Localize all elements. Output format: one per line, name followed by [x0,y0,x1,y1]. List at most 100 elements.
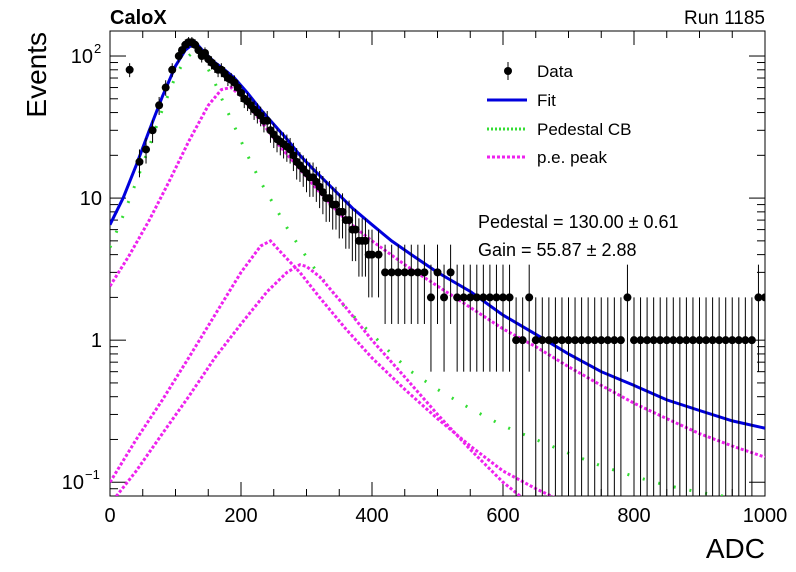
data-point [426,293,435,302]
data-point [610,336,619,345]
data-point [472,293,481,302]
legend: Data Fit Pedestal CB p.e. peak [487,62,632,167]
legend-data-marker [504,67,512,75]
data-point [318,188,327,197]
data-points [125,37,765,496]
data-point [695,336,704,345]
x-tick-label: 800 [617,505,650,527]
x-tick-label: 0 [104,505,115,527]
data-point [505,293,514,302]
data-point [368,250,376,259]
data-point [479,293,488,302]
x-tick-label: 1000 [743,505,788,527]
data-point [407,268,416,277]
y-tick-label: 10 [62,472,84,494]
pe-peak-curve-2 [110,239,555,496]
data-point [518,336,527,345]
data-point [345,216,354,225]
data-point [446,268,455,277]
data-point [590,336,599,345]
data-point [747,336,756,345]
data-point [413,268,422,277]
data-point [492,293,501,302]
data-point [361,236,370,245]
data-point [721,336,730,345]
data-point [669,336,678,345]
y-tick-exponent: 2 [94,41,101,56]
data-point [538,336,547,345]
header-right-label: Run 1185 [684,8,765,29]
data-point [286,145,295,154]
data-point [161,83,170,92]
data-point [289,151,298,160]
y-tick-label: 1 [91,330,102,352]
data-point [237,88,245,97]
data-point [603,336,612,345]
legend-label-pedestal: Pedestal CB [537,120,632,139]
data-point [616,336,625,345]
data-point [688,336,697,345]
data-point [564,336,573,345]
gain-annotation: Gain = 55.87 ± 2.88 [478,240,637,260]
data-point [155,101,164,110]
data-point [387,268,396,277]
legend-entry-pe-peak: p.e. peak [487,148,607,167]
data-point [381,268,390,277]
data-point [662,336,671,345]
data-point [702,336,711,345]
data-point [728,336,737,345]
x-axis-title: ADC [706,533,765,564]
data-point [643,336,652,345]
data-point [512,336,521,345]
data-point [148,126,157,135]
data-point [761,293,765,302]
data-point [623,293,632,302]
data-point [499,293,507,302]
data-point [394,268,403,277]
data-point [630,336,638,345]
data-point [571,336,580,345]
data-point [485,293,494,302]
data-point [754,293,763,302]
data-point [597,336,606,345]
x-tick-label: 200 [224,505,257,527]
data-point [263,116,272,125]
data-point [331,200,340,209]
data-point [734,336,743,345]
data-point [656,336,665,345]
data-point [584,336,593,345]
data-point [374,250,383,259]
data-point [400,268,409,277]
data-point [675,336,684,345]
data-point [142,145,151,154]
data-point [200,49,209,58]
data-point [557,336,566,345]
data-point [636,336,645,345]
x-tick-label: 400 [355,505,388,527]
data-point [682,336,691,345]
data-point [649,336,658,345]
legend-label-pe-peak: p.e. peak [537,148,607,167]
data-point [453,293,462,302]
data-point [551,336,560,345]
data-point [433,268,442,277]
pedestal-annotation: Pedestal = 130.00 ± 0.61 [478,212,679,232]
data-point [466,293,475,302]
y-tick-exponent: −1 [85,467,100,482]
legend-entry-pedestal: Pedestal CB [487,120,632,139]
data-point [168,65,177,74]
data-point [325,194,334,203]
data-point [525,293,534,302]
data-point [174,52,183,61]
y-tick-label: 10 [71,46,93,68]
data-point [544,336,553,345]
legend-label-data: Data [537,62,573,81]
legend-label-fit: Fit [537,91,556,110]
data-point [708,336,717,345]
data-point [135,157,144,166]
y-tick-label: 10 [80,188,102,210]
x-tick-label: 600 [486,505,519,527]
data-point [194,46,203,55]
